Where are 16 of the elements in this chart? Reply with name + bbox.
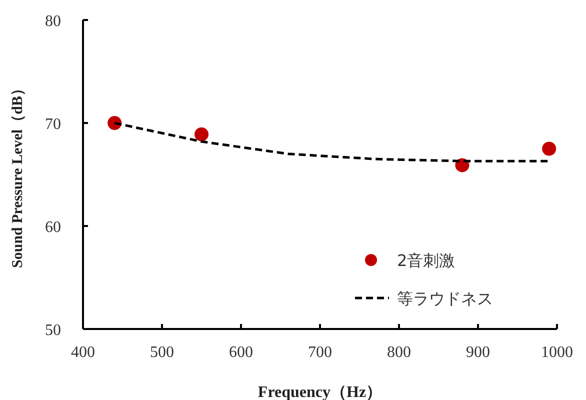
x-tick-label: 400 [71,344,95,361]
x-tick-label: 900 [466,344,490,361]
x-tick-label: 700 [308,344,332,361]
point [542,142,556,156]
point [194,127,208,142]
legend-label: 2音刺激 [397,251,456,270]
x-tick-label: 800 [387,344,411,361]
y-tick-label: 50 [45,322,61,339]
legend-label: 等ラウドネス [397,289,493,308]
x-tick-label: 500 [150,344,174,361]
y-tick-label: 70 [45,116,61,133]
y-axis-title: Sound Pressure Level（dB） [10,81,26,268]
y-tick-label: 80 [45,13,61,30]
x-tick-label: 600 [229,344,253,361]
x-tick-label: 1000 [541,344,573,361]
y-tick-label: 60 [45,219,61,236]
